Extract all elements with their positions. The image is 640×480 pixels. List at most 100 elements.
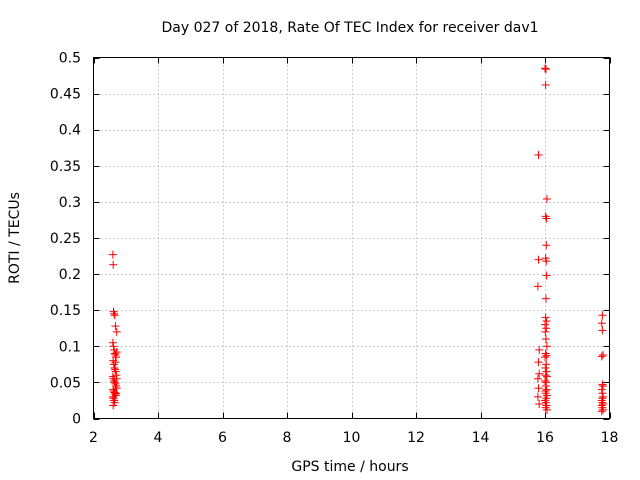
data-point — [110, 396, 119, 405]
x-tick-label: 6 — [218, 430, 227, 446]
y-tick-label: 0.25 — [50, 231, 81, 247]
x-tick-label: 8 — [283, 430, 292, 446]
data-points — [108, 64, 608, 416]
data-point — [533, 374, 542, 383]
data-point — [109, 401, 118, 410]
data-point — [541, 65, 550, 74]
x-tick-labels: 2 4 6 8 10 12 14 16 18 — [89, 430, 618, 446]
data-point — [542, 405, 551, 414]
y-tick-label: 0.4 — [59, 123, 81, 139]
data-point — [541, 327, 550, 336]
data-point — [541, 294, 550, 303]
data-point — [542, 195, 551, 204]
data-point — [110, 363, 119, 372]
data-point — [541, 353, 549, 362]
data-point — [110, 349, 119, 358]
data-point — [534, 358, 543, 367]
data-point — [599, 382, 608, 391]
data-point — [541, 396, 549, 405]
data-point — [541, 403, 550, 412]
data-point — [109, 307, 118, 316]
y-tick-label: 0.1 — [59, 339, 81, 355]
data-point — [541, 376, 549, 385]
data-point — [598, 403, 607, 412]
data-point — [541, 212, 550, 221]
data-point — [541, 320, 549, 329]
data-point — [541, 389, 550, 398]
data-point — [112, 327, 121, 336]
y-tick-label: 0 — [72, 412, 81, 428]
data-point — [534, 150, 543, 159]
data-point — [111, 358, 120, 367]
data-point — [598, 326, 607, 335]
data-point — [541, 335, 550, 344]
data-point — [541, 363, 550, 372]
data-point — [542, 324, 551, 333]
x-tick-label: 14 — [472, 430, 490, 446]
axis-ticks — [93, 57, 611, 420]
data-point — [109, 260, 118, 269]
data-point — [534, 255, 543, 264]
data-point — [111, 322, 120, 331]
data-point — [112, 348, 121, 357]
data-point — [108, 392, 117, 401]
data-point — [111, 365, 120, 374]
y-tick-label: 0.5 — [59, 51, 81, 67]
data-point — [542, 257, 551, 266]
y-tick-label: 0.2 — [59, 267, 81, 283]
data-point — [542, 360, 551, 369]
x-tick-label: 2 — [89, 430, 98, 446]
x-tick-label: 4 — [154, 430, 163, 446]
data-point — [542, 271, 551, 280]
data-point — [597, 407, 606, 416]
data-point — [541, 80, 550, 89]
data-point — [599, 392, 608, 401]
data-point — [542, 317, 551, 326]
data-point — [534, 384, 543, 393]
data-point — [533, 282, 542, 291]
x-tick-label: 10 — [343, 430, 361, 446]
data-point — [541, 313, 550, 322]
data-point — [599, 405, 608, 414]
y-axis-label: ROTI / TECUs — [7, 192, 23, 284]
data-point — [110, 378, 119, 387]
data-point — [541, 64, 549, 73]
data-point — [541, 382, 550, 391]
data-point — [597, 385, 606, 394]
chart-title: Day 027 of 2018, Rate Of TEC Index for r… — [161, 20, 538, 36]
y-tick-label: 0.15 — [50, 303, 81, 319]
data-point — [542, 214, 551, 223]
y-tick-label: 0.35 — [50, 159, 81, 175]
data-point — [535, 369, 544, 378]
data-point — [542, 372, 551, 381]
data-point — [111, 379, 120, 388]
data-point — [108, 372, 117, 381]
data-point — [110, 311, 119, 320]
data-point — [535, 400, 544, 409]
data-point — [533, 392, 542, 401]
x-axis-label: GPS time / hours — [291, 459, 408, 475]
y-tick-label: 0.05 — [50, 375, 81, 391]
y-tick-labels: 0 0.05 0.1 0.15 0.2 0.25 0.3 0.35 0.4 0.45 0.5 — [50, 51, 81, 428]
data-point — [598, 311, 607, 320]
data-point — [597, 319, 606, 328]
y-tick-label: 0.3 — [59, 195, 81, 211]
data-point — [109, 342, 118, 351]
y-tick-label: 0.45 — [50, 87, 81, 103]
data-point — [108, 250, 117, 259]
x-tick-label: 16 — [536, 430, 554, 446]
data-point — [112, 389, 121, 398]
data-point — [542, 342, 551, 351]
x-tick-label: 18 — [601, 430, 619, 446]
data-point — [111, 367, 120, 376]
data-point — [599, 350, 608, 359]
data-point — [112, 374, 121, 383]
data-point — [535, 345, 544, 354]
data-point — [541, 349, 550, 358]
data-point — [109, 394, 118, 403]
data-point — [542, 351, 551, 360]
data-point — [110, 309, 119, 318]
data-point — [109, 360, 118, 369]
data-point — [598, 394, 607, 403]
